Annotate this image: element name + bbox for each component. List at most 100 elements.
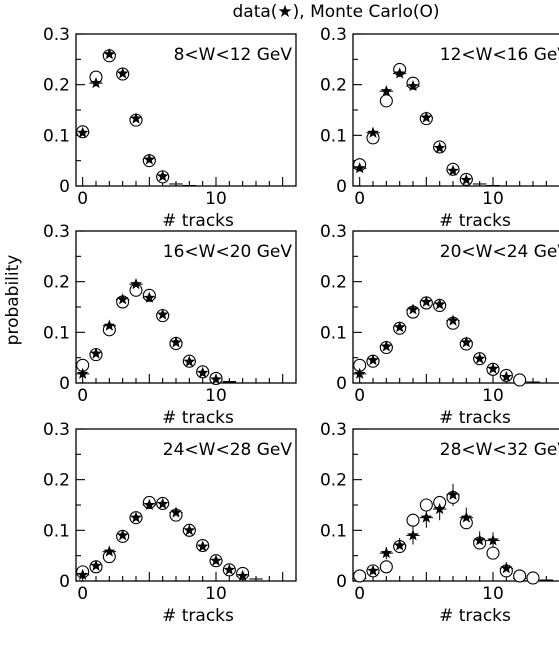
data-point: [447, 314, 459, 326]
data-point: [460, 173, 473, 185]
data-point: [196, 540, 209, 552]
data-point: [393, 321, 406, 333]
y-tick-label: 0: [59, 572, 70, 592]
mc-point: [513, 569, 527, 583]
data-point: [473, 534, 486, 546]
y-tick-label: 0.2: [43, 471, 70, 491]
data-point: [130, 278, 142, 290]
data-point: [143, 153, 156, 165]
x-tick-label: 0: [77, 584, 88, 604]
y-tick-label: 0.1: [43, 521, 70, 541]
data-point: [90, 76, 102, 89]
data-point: [76, 568, 89, 580]
data-point: [116, 67, 129, 79]
x-tick-label: 0: [77, 189, 88, 209]
y-tick-label: 0.3: [320, 25, 347, 45]
data-point: [433, 141, 446, 154]
mc-point: [486, 546, 500, 560]
data-point: [487, 534, 499, 546]
mc-point: [526, 571, 540, 585]
data-point: [170, 506, 182, 518]
data-point: [353, 162, 366, 174]
panel-title: 16<W<20 GeV: [163, 242, 293, 262]
chart-panel: 0 0.1 0.2 0.3 0 10# tracks 24<W<28 GeV: [43, 420, 297, 626]
data-point: [156, 308, 169, 320]
y-tick-label: 0: [336, 177, 347, 197]
y-tick-label: 0.2: [320, 273, 347, 293]
data-point: [500, 562, 513, 574]
y-tick-label: 0.1: [320, 126, 347, 146]
y-tick-label: 0.2: [320, 471, 347, 491]
data-point: [487, 362, 499, 374]
data-point: [407, 79, 419, 92]
mc-point: [379, 560, 393, 574]
chart-panel: 0 0.1 0.2 0.3 0 10# tracks 8<W<12 GeV: [43, 25, 297, 231]
data-point: [380, 340, 393, 352]
y-tick-label: 0.1: [320, 521, 347, 541]
x-tick-label: 0: [354, 584, 365, 604]
x-tick-label: 0: [77, 386, 88, 406]
data-point: [116, 293, 129, 305]
data-point: [393, 67, 406, 79]
data-point: [380, 546, 393, 559]
data-point: [76, 367, 89, 379]
data-point: [143, 498, 156, 511]
y-tick-label: 0.2: [43, 273, 70, 293]
x-tick-label: 10: [205, 189, 227, 209]
data-point: [156, 170, 169, 182]
x-axis-label: # tracks: [162, 211, 234, 231]
mc-point: [406, 513, 420, 527]
y-tick-label: 0.3: [320, 222, 347, 242]
data-point: [90, 559, 102, 571]
x-axis-label: # tracks: [162, 606, 234, 626]
data-point: [130, 511, 142, 523]
y-tick-label: 0.3: [320, 420, 347, 440]
data-point: [407, 529, 419, 541]
data-point: [103, 319, 116, 331]
x-tick-label: 0: [354, 189, 365, 209]
data-point: [183, 524, 196, 536]
data-point: [130, 112, 142, 124]
y-tick-label: 0: [336, 374, 347, 394]
data-point: [156, 497, 169, 509]
y-tick-label: 0.3: [43, 25, 70, 45]
y-tick-label: 0.2: [320, 76, 347, 96]
data-point: [210, 373, 222, 385]
data-point: [103, 545, 116, 557]
y-tick-label: 0.1: [43, 323, 70, 343]
chart-panel: 0 0.1 0.2 0.3 0 10# tracks 16<W<20 GeV: [43, 222, 297, 428]
y-tick-label: 0: [59, 177, 70, 197]
data-point: [433, 298, 446, 310]
chart-panel: 0 0.1 0.2 0.3 0 10# tracks 28<W<32 GeV: [320, 420, 559, 626]
y-tick-label: 0: [336, 572, 347, 592]
x-axis-label: # tracks: [439, 408, 511, 428]
data-point: [223, 563, 236, 575]
x-tick-label: 10: [205, 386, 227, 406]
x-axis-label: # tracks: [162, 408, 234, 428]
figure-title: data(★), Monte Carlo(O): [232, 2, 439, 22]
x-tick-label: 10: [482, 189, 504, 209]
data-point: [460, 336, 473, 348]
y-tick-label: 0.1: [43, 126, 70, 146]
data-point: [473, 352, 486, 364]
data-point: [460, 511, 473, 523]
data-point: [420, 511, 433, 523]
panel-title: 28<W<32 GeV: [440, 440, 559, 460]
data-point: [500, 370, 513, 382]
mc-point: [513, 373, 527, 387]
data-point: [236, 569, 249, 581]
x-axis-label: # tracks: [439, 211, 511, 231]
y-tick-label: 0: [59, 374, 70, 394]
data-point: [183, 355, 196, 367]
x-tick-label: 0: [354, 386, 365, 406]
x-axis-label: # tracks: [439, 606, 511, 626]
data-point: [76, 126, 89, 138]
data-point: [196, 366, 209, 378]
y-tick-label: 0.1: [320, 323, 347, 343]
data-point: [433, 502, 446, 515]
y-tick-label: 0.3: [43, 420, 70, 440]
panel-title: 20<W<24 GeV: [440, 242, 559, 262]
data-point: [116, 529, 129, 541]
